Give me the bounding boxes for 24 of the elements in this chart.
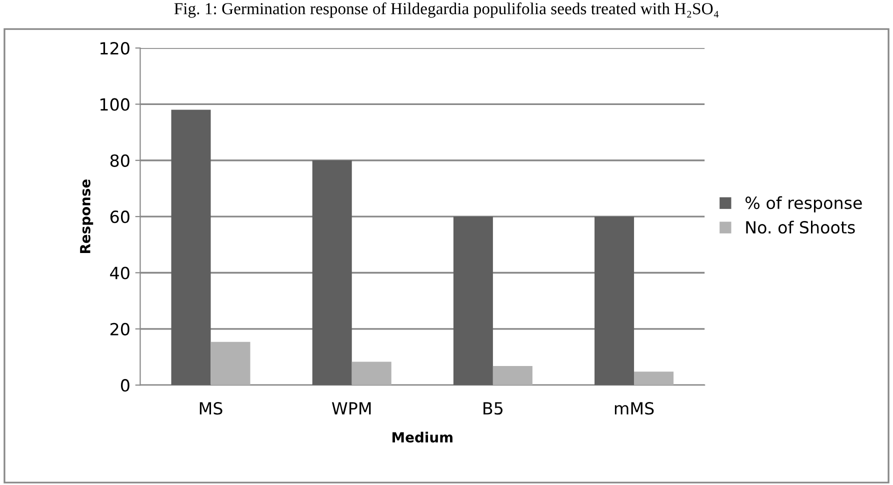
y-tick-label: 100 bbox=[100, 98, 130, 111]
y-tick-label: 120 bbox=[100, 42, 130, 55]
legend-label: No. of Shoots bbox=[746, 220, 855, 234]
bar bbox=[352, 362, 392, 386]
bar bbox=[312, 160, 352, 386]
bar bbox=[492, 366, 532, 386]
bar bbox=[453, 216, 493, 386]
x-axis-title: Medium bbox=[392, 432, 452, 443]
y-tick-label: 60 bbox=[110, 210, 130, 224]
x-tick-label: B5 bbox=[484, 402, 502, 415]
y-tick-label: 80 bbox=[110, 154, 130, 167]
bar bbox=[634, 372, 674, 386]
chart-title: Fig. 1: Germination response of Hildegardia populifolia seeds treated with H₂SO₄ bbox=[174, 2, 719, 18]
y-tick-label: 20 bbox=[110, 322, 130, 336]
x-tick-label: MS bbox=[200, 402, 222, 415]
bar bbox=[210, 342, 250, 386]
x-tick-label: WPM bbox=[332, 402, 371, 414]
y-axis-title: Response bbox=[80, 180, 94, 253]
bar bbox=[171, 110, 211, 386]
y-tick-label: 40 bbox=[110, 266, 130, 280]
bar bbox=[594, 216, 634, 386]
legend-label: % of response bbox=[745, 196, 862, 212]
y-tick-label: 0 bbox=[120, 379, 130, 392]
x-tick-label: mMS bbox=[614, 402, 654, 415]
